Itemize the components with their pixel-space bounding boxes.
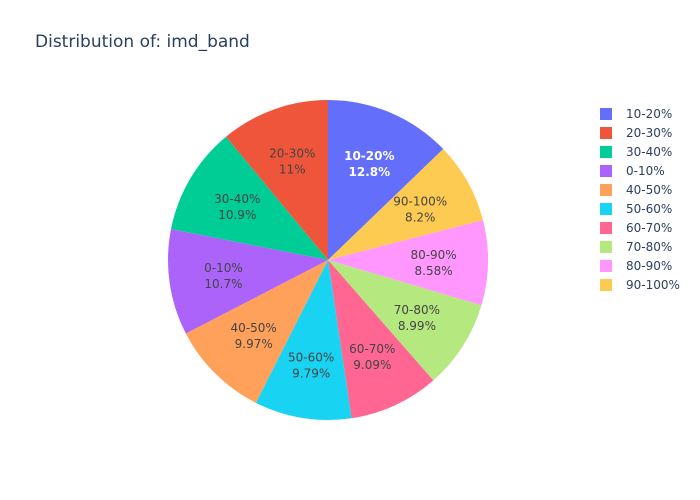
legend-label[interactable]: 60-70% (626, 221, 672, 235)
pie-slice-90-100%[interactable] (328, 148, 483, 260)
legend-label[interactable]: 0-10% (626, 164, 665, 178)
legend-swatch[interactable] (600, 222, 612, 234)
legend-swatch[interactable] (600, 184, 612, 196)
pie-slice-20-30%[interactable] (226, 100, 328, 260)
slice-label-percent: 9.09% (353, 358, 391, 372)
slice-label-percent: 8.99% (398, 319, 436, 333)
legend-swatch[interactable] (600, 165, 612, 177)
legend-swatch[interactable] (600, 108, 612, 120)
legend-swatch[interactable] (600, 279, 612, 291)
legend-swatch[interactable] (600, 203, 612, 215)
slice-label-name: 70-80% (394, 303, 440, 317)
pie-slices (168, 100, 488, 420)
legend-label[interactable]: 30-40% (626, 145, 672, 159)
slice-label-name: 60-70% (349, 342, 395, 356)
slice-label-percent: 10.7% (204, 277, 242, 291)
slice-label-name: 20-30% (269, 147, 315, 161)
slice-label-percent: 8.58% (415, 264, 453, 278)
pie-slice-0-10%[interactable] (168, 228, 328, 334)
slice-label-name: 0-10% (204, 261, 243, 275)
slice-label-percent: 9.79% (292, 366, 330, 380)
pie-slice-80-90%[interactable] (328, 220, 488, 306)
slice-label-name: 10-20% (344, 149, 394, 163)
legend-swatch[interactable] (600, 127, 612, 139)
legend-swatch[interactable] (600, 241, 612, 253)
slice-label-percent: 12.8% (349, 165, 391, 179)
pie-slice-70-80%[interactable] (328, 260, 482, 381)
legend-label[interactable]: 20-30% (626, 126, 672, 140)
legend-swatch[interactable] (600, 146, 612, 158)
chart-title: Distribution of: imd_band (35, 32, 250, 52)
legend-label[interactable]: 40-50% (626, 183, 672, 197)
legend-label[interactable]: 80-90% (626, 259, 672, 273)
pie-slice-40-50%[interactable] (185, 260, 328, 403)
slice-label-name: 90-100% (393, 195, 447, 209)
legend: 10-20% 20-30% 30-40% 0-10% 40-50% 50-60% 60-70… (600, 107, 680, 292)
slice-label-percent: 8.2% (405, 211, 436, 225)
pie-slice-60-70%[interactable] (328, 260, 434, 419)
slice-label-percent: 10.9% (218, 208, 256, 222)
legend-swatch[interactable] (600, 260, 612, 272)
slice-labels: 10-20% 12.8% 90-100% 8.2% 80-90% 8.58% 70-80% 8… (204, 147, 457, 381)
slice-label-name: 40-50% (231, 321, 277, 335)
legend-label[interactable]: 90-100% (626, 278, 680, 292)
pie-slice-30-40%[interactable] (171, 136, 328, 260)
slice-label-name: 30-40% (214, 192, 260, 206)
legend-label[interactable]: 70-80% (626, 240, 672, 254)
legend-label[interactable]: 50-60% (626, 202, 672, 216)
pie-slice-10-20%[interactable] (328, 100, 444, 260)
legend-label[interactable]: 10-20% (626, 107, 672, 121)
slice-label-percent: 9.97% (235, 337, 273, 351)
pie-slice-50-60%[interactable] (255, 260, 352, 420)
slice-label-name: 50-60% (288, 350, 334, 364)
slice-label-percent: 11% (279, 163, 306, 177)
slice-label-name: 80-90% (410, 248, 456, 262)
